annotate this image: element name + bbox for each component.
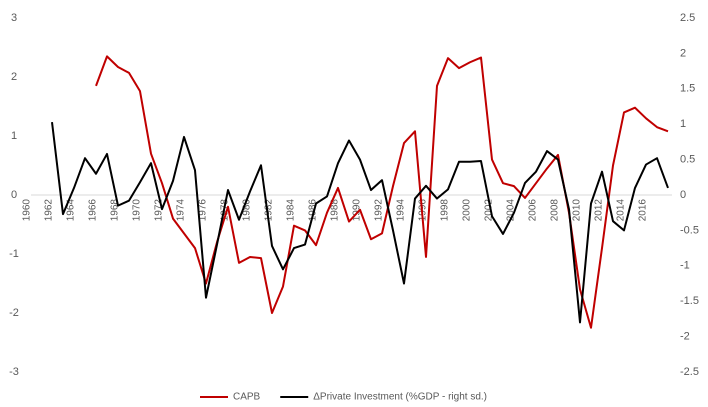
y2-tick-label: 0 bbox=[680, 189, 686, 201]
y-tick-label: 1 bbox=[11, 130, 17, 142]
x-tick-label: 1960 bbox=[22, 199, 33, 222]
y-tick-label: -2 bbox=[9, 307, 19, 319]
x-tick-label: 2008 bbox=[550, 199, 561, 222]
x-tick-label: 1988 bbox=[330, 199, 341, 222]
x-tick-label: 2000 bbox=[462, 199, 473, 222]
x-tick-label: 1974 bbox=[176, 199, 187, 222]
x-tick-label: 1984 bbox=[286, 199, 297, 222]
x-tick-label: 1996 bbox=[418, 199, 429, 222]
y2-tick-label: -2 bbox=[680, 331, 690, 343]
x-tick-label: 1998 bbox=[440, 199, 451, 222]
y2-tick-label: -2.5 bbox=[680, 366, 699, 378]
x-tick-label: 1962 bbox=[44, 199, 55, 222]
y2-tick-label: -1.5 bbox=[680, 295, 699, 307]
x-tick-label: 1972 bbox=[154, 199, 165, 222]
x-tick-label: 1990 bbox=[352, 199, 363, 222]
y2-tick-label: 0.5 bbox=[680, 154, 695, 166]
y-tick-label: 3 bbox=[11, 12, 17, 24]
y-tick-label: 2 bbox=[11, 71, 17, 83]
series-line bbox=[95, 55, 669, 329]
series-line bbox=[51, 121, 669, 324]
x-tick-label: 1966 bbox=[88, 199, 99, 222]
x-tick-label: 2010 bbox=[572, 199, 583, 222]
x-tick-label: 1982 bbox=[264, 199, 275, 222]
x-tick-label: 1976 bbox=[198, 199, 209, 222]
y2-tick-label: 1.5 bbox=[680, 83, 695, 95]
x-tick-label: 1964 bbox=[66, 199, 77, 222]
x-tick-label: 1978 bbox=[220, 199, 231, 222]
y2-tick-label: -1 bbox=[680, 260, 690, 272]
legend-label: CAPB bbox=[233, 392, 261, 403]
y-tick-label: 0 bbox=[11, 189, 17, 201]
x-tick-label: 2016 bbox=[638, 199, 649, 222]
x-tick-label: 1986 bbox=[308, 199, 319, 222]
x-tick-label: 2006 bbox=[528, 199, 539, 222]
x-tick-label: 1980 bbox=[242, 199, 253, 222]
y2-tick-label: 1 bbox=[680, 118, 686, 130]
x-tick-label: 2004 bbox=[506, 199, 517, 222]
x-tick-label: 1994 bbox=[396, 199, 407, 222]
x-tick-label: 2012 bbox=[594, 199, 605, 222]
y2-tick-label: 2.5 bbox=[680, 12, 695, 24]
y2-tick-label: -0.5 bbox=[680, 224, 699, 236]
legend-label: ΔPrivate Investment (%GDP - right sd.) bbox=[313, 392, 487, 403]
x-tick-label: 1970 bbox=[132, 199, 143, 222]
x-tick-label: 2014 bbox=[616, 199, 627, 222]
x-tick-label: 2002 bbox=[484, 199, 495, 222]
y-tick-label: -3 bbox=[9, 366, 19, 378]
y-tick-label: -1 bbox=[9, 248, 19, 260]
y2-tick-label: 2 bbox=[680, 47, 686, 59]
x-tick-label: 1968 bbox=[110, 199, 121, 222]
x-tick-label: 1992 bbox=[374, 199, 385, 222]
